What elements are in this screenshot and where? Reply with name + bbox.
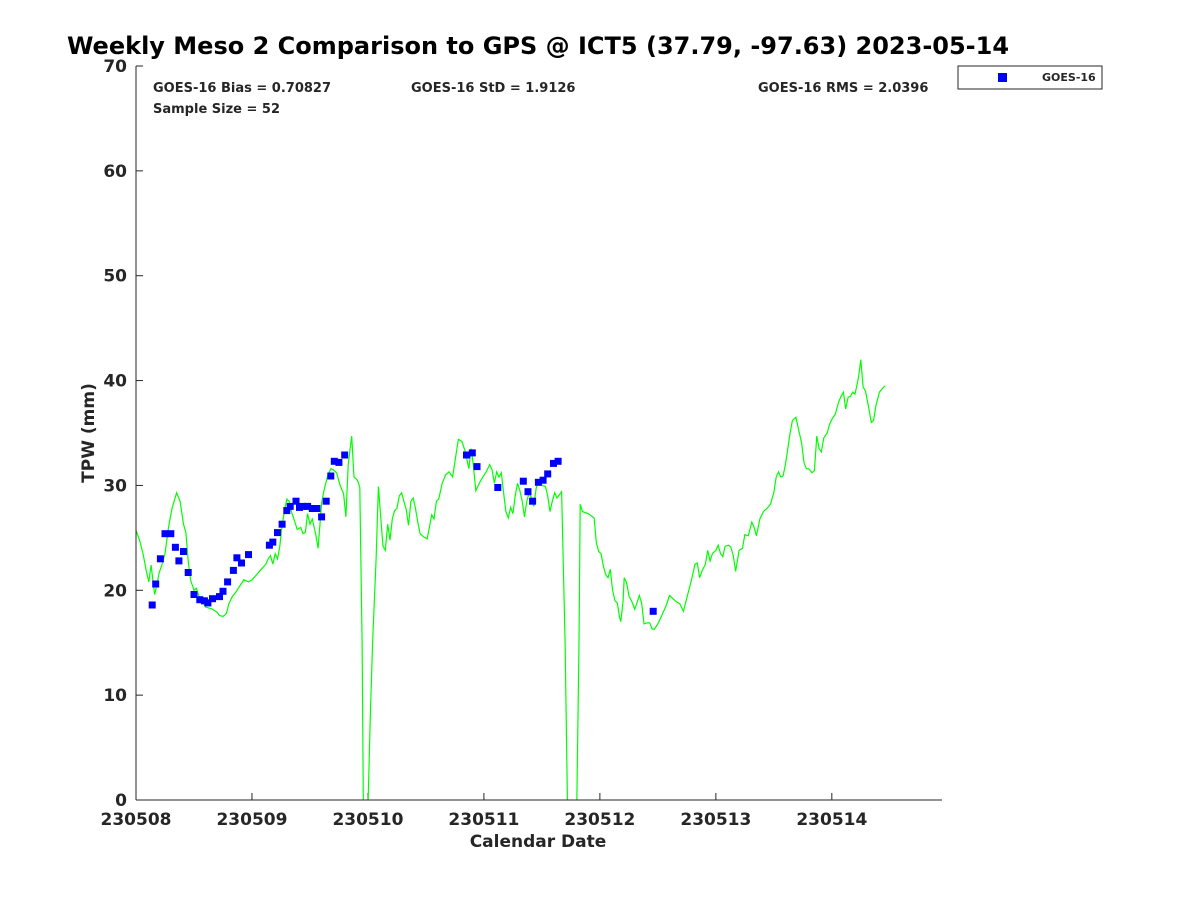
x-axis-ticks: 230508 230509 230510 230511 230512 230513 2305… <box>101 793 867 830</box>
goes-16-point <box>550 459 557 467</box>
x-tick-label: 230509 <box>216 810 287 830</box>
goes-16-point <box>473 463 481 471</box>
goes-16-point <box>161 530 169 538</box>
goes-16-point <box>649 607 657 615</box>
x-tick-label: 230512 <box>564 810 635 830</box>
x-tick-label: 230508 <box>101 810 172 830</box>
stat-rms: GOES-16 RMS = 2.0396 <box>758 81 928 96</box>
goes-16-point <box>313 505 321 512</box>
goes-16-point <box>175 557 183 565</box>
goes-16-point <box>299 502 307 510</box>
goes-16-point <box>524 488 532 496</box>
goes-16-point <box>152 580 160 588</box>
goes-16-point <box>494 484 502 491</box>
y-tick-label: 0 <box>115 791 127 811</box>
stat-std: GOES-16 StD = 1.9126 <box>411 81 575 96</box>
goes-16-point <box>148 601 156 609</box>
y-tick-label: 30 <box>103 476 127 496</box>
x-axis-label: Calendar Date <box>470 832 607 852</box>
stat-bias: GOES-16 Bias = 0.70827 <box>153 81 331 96</box>
plot-area <box>136 66 942 800</box>
goes-16-point <box>539 476 547 484</box>
goes-16-point <box>544 470 552 478</box>
goes-16-point <box>156 555 164 563</box>
y-tick-label: 10 <box>103 686 127 706</box>
legend-label-goes-16: GOES-16 <box>1042 71 1096 84</box>
goes-16-point <box>292 497 300 505</box>
goes-16-point <box>519 477 527 485</box>
goes-16-point <box>278 520 286 528</box>
goes-16-markers <box>148 449 657 615</box>
goes-16-point <box>229 566 237 574</box>
goes-16-point <box>180 548 187 555</box>
goes-16-point <box>269 538 277 546</box>
y-tick-label: 20 <box>103 581 127 601</box>
goes-16-point <box>190 591 198 598</box>
goes-16-point <box>233 554 241 562</box>
goes-16-point <box>304 502 312 510</box>
legend-box <box>957 65 1103 90</box>
x-tick-label: 230514 <box>796 810 867 830</box>
goes-16-point <box>171 543 179 551</box>
goes-16-point <box>238 559 245 567</box>
goes-16-point <box>322 497 330 505</box>
gps-tpw-line <box>136 359 886 800</box>
goes-16-point <box>224 578 232 586</box>
goes-16-point <box>283 507 291 515</box>
goes-16-point <box>274 529 281 537</box>
goes-16-point <box>209 595 216 603</box>
goes-16-point <box>534 478 542 486</box>
legend: GOES-16 <box>957 65 1103 90</box>
goes-16-point <box>335 458 343 466</box>
y-tick-label: 70 <box>103 57 127 77</box>
goes-16-point <box>529 497 537 505</box>
goes-16-point <box>341 451 349 459</box>
y-tick-label: 40 <box>103 372 127 392</box>
goes-16-point <box>216 593 223 601</box>
chart-title: Weekly Meso 2 Comparison to GPS @ ICT5 (… <box>67 32 1009 60</box>
stat-sample-size: Sample Size = 52 <box>153 102 280 117</box>
x-tick-label: 230513 <box>680 810 751 830</box>
y-axis-ticks: 0 10 20 30 40 50 60 70 <box>103 57 143 811</box>
goes-16-point <box>196 596 204 604</box>
goes-16-point <box>167 530 175 538</box>
goes-16-point <box>204 599 212 607</box>
legend-marker-goes-16 <box>998 73 1007 82</box>
goes-16-point <box>330 457 338 465</box>
y-tick-label: 50 <box>103 267 127 287</box>
x-tick-label: 230511 <box>448 810 519 830</box>
goes-16-point <box>463 451 470 459</box>
goes-16-point <box>327 472 335 480</box>
goes-16-point <box>554 457 562 465</box>
goes-16-point <box>245 551 252 559</box>
y-tick-label: 60 <box>103 162 127 182</box>
goes-16-point <box>184 569 192 576</box>
goes-16-point <box>286 502 294 510</box>
goes-16-point <box>219 587 227 595</box>
x-tick-label: 230510 <box>332 810 403 830</box>
goes-16-point <box>308 505 316 512</box>
goes-16-point <box>318 513 326 521</box>
y-axis-label: TPW (mm) <box>79 383 99 483</box>
goes-16-point <box>468 449 476 457</box>
